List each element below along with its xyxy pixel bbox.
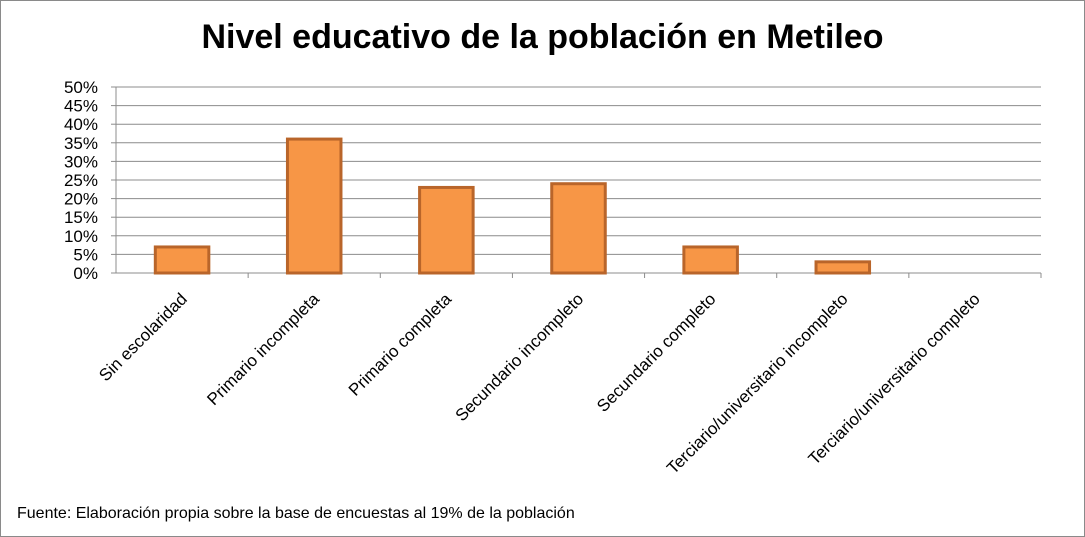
y-tick-label: 50% (64, 78, 98, 97)
x-category-label: Secundario incompleto (452, 289, 588, 425)
chart-title: Nivel educativo de la población en Metil… (201, 18, 884, 56)
y-tick-label: 20% (64, 190, 98, 209)
y-tick-label: 5% (73, 245, 98, 264)
y-tick-label: 40% (64, 115, 98, 134)
x-category-label: Secundario completo (593, 289, 719, 415)
chart-footnote: Fuente: Elaboración propia sobre la base… (17, 505, 575, 522)
y-tick-label: 30% (64, 152, 98, 171)
y-tick-label: 25% (64, 171, 98, 190)
x-category-label: Primario incompleta (203, 289, 323, 409)
y-tick-label: 35% (64, 134, 98, 153)
bar (814, 260, 872, 275)
y-tick-label: 0% (73, 264, 98, 283)
y-tick-label: 45% (64, 97, 98, 116)
y-tick-label: 15% (64, 208, 98, 227)
y-tick-label: 10% (64, 227, 98, 246)
x-category-label: Sin escolaridad (95, 289, 191, 385)
bar (285, 137, 343, 275)
bar (682, 245, 739, 275)
bar (550, 182, 607, 275)
bar (153, 245, 211, 275)
bar (418, 185, 475, 275)
x-category-label: Primario completa (345, 289, 456, 400)
